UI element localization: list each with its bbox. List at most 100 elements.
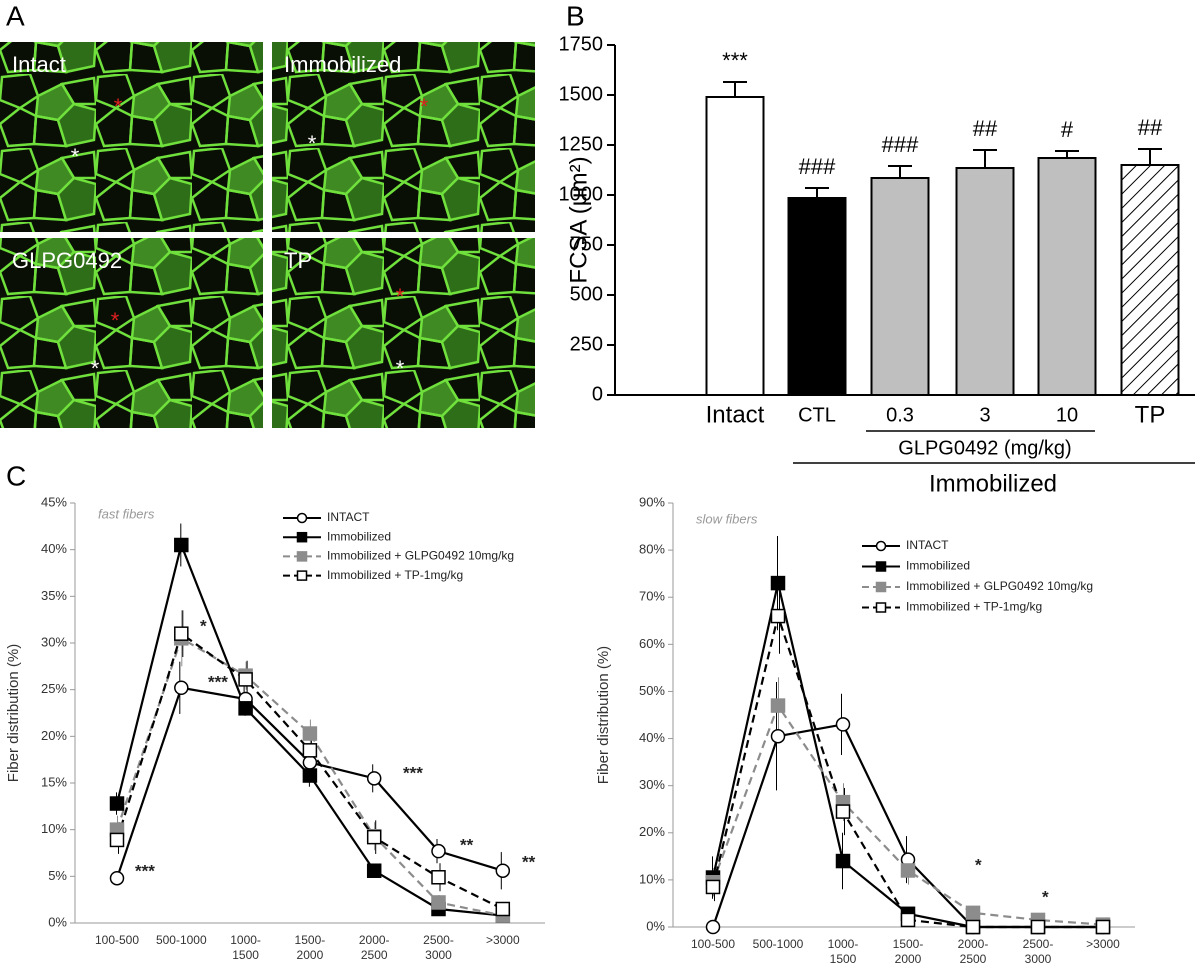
marker <box>705 879 721 895</box>
micrograph-mark: * <box>308 131 317 156</box>
marker <box>109 796 125 811</box>
y-axis-label: Fiber distribution (%) <box>5 644 22 782</box>
y-tick-label: 25% <box>41 681 67 696</box>
y-tick-label: 1000 <box>559 183 604 205</box>
y-tick-label: 15% <box>41 774 67 789</box>
y-tick-label: 20% <box>639 824 665 839</box>
y-tick-label: 750 <box>570 233 603 255</box>
marker <box>109 832 125 848</box>
legend-label: Immobilized <box>906 559 970 573</box>
marker <box>431 870 446 885</box>
y-tick-label: 30% <box>639 777 665 792</box>
x-tick-label: 100-500 <box>691 937 735 951</box>
x-tick-label: 1500-2000 <box>295 933 326 962</box>
legend-marker <box>296 531 308 543</box>
micrograph-mark: * <box>114 94 123 119</box>
x-tick-label: Intact <box>706 401 765 428</box>
x-tick-label: 500-1000 <box>753 937 804 951</box>
bar-annotation: # <box>1061 117 1074 142</box>
legend-marker <box>875 561 887 572</box>
y-tick-label: 0 <box>592 383 603 405</box>
x-tick-label: 500-1000 <box>156 933 207 947</box>
x-tick-label: 2000-2500 <box>359 933 390 962</box>
marker <box>495 863 511 878</box>
legend-marker <box>875 581 887 593</box>
panel-letter: C <box>6 460 26 491</box>
bar-annotation: ## <box>1138 115 1163 140</box>
group-label: GLPG0492 (mg/kg) <box>898 437 1071 459</box>
x-tick-label: 1000-1500 <box>828 937 859 965</box>
significance-label: *** <box>208 672 228 691</box>
marker <box>174 626 189 641</box>
x-tick-label: TP <box>1135 401 1166 428</box>
x-tick-label: 1000-1500 <box>230 933 261 962</box>
marker <box>900 912 916 928</box>
bar-annotation: ### <box>799 154 836 179</box>
y-tick-label: 1750 <box>559 33 604 55</box>
marker <box>770 575 786 591</box>
marker <box>965 905 981 921</box>
y-tick-label: 10% <box>639 871 665 886</box>
marker <box>238 701 253 716</box>
legend-label: Immobilized + TP-1mg/kg <box>906 600 1042 614</box>
chart-subtitle: fast fibers <box>98 506 155 521</box>
x-tick-label: 0.3 <box>886 404 914 426</box>
y-tick-label: 500 <box>570 283 603 305</box>
y-tick-label: 250 <box>570 333 603 355</box>
bar <box>1037 157 1097 396</box>
significance-label: ** <box>460 835 474 854</box>
y-tick-label: 50% <box>639 683 665 698</box>
y-tick-label: 80% <box>639 542 665 557</box>
marker <box>900 863 916 878</box>
x-tick-label: 2500-3000 <box>423 933 454 962</box>
legend-label: Immobilized + GLPG0492 10mg/kg <box>906 579 1093 593</box>
significance-label: * <box>200 616 207 635</box>
marker <box>366 771 382 786</box>
marker <box>705 919 721 935</box>
legend-marker <box>296 551 308 562</box>
y-axis-label: Fiber distribution (%) <box>595 646 612 784</box>
marker <box>770 728 786 744</box>
y-tick-label: 1500 <box>559 83 604 105</box>
significance-label: *** <box>135 861 155 880</box>
micrograph-mark: * <box>396 284 405 309</box>
legend-label: INTACT <box>906 538 949 552</box>
y-tick-label: 20% <box>41 728 67 743</box>
marker <box>302 726 318 741</box>
y-axis-label: FCSA (μm²) <box>565 156 592 283</box>
y-tick-label: 70% <box>639 589 665 604</box>
y-tick-label: 60% <box>639 636 665 651</box>
bar-annotation: *** <box>722 48 748 73</box>
significance-label: ** <box>522 852 536 871</box>
marker <box>1030 919 1046 935</box>
micrograph-label: GLPG0492 <box>12 248 122 273</box>
marker <box>302 755 318 770</box>
micrograph <box>0 42 263 232</box>
bar-annotation: ## <box>973 116 998 141</box>
x-tick-label: 3 <box>979 404 990 426</box>
marker <box>366 829 382 845</box>
bar-annotation: ### <box>882 132 919 157</box>
micrograph-mark: * <box>91 356 100 381</box>
y-tick-label: 90% <box>639 494 665 509</box>
micrograph <box>272 238 535 428</box>
legend-label: Immobilized + GLPG0492 10mg/kg <box>327 549 514 563</box>
x-tick-label: CTL <box>798 404 836 426</box>
panel-letter: A <box>6 0 25 31</box>
marker <box>302 743 318 758</box>
legend-marker <box>296 570 308 581</box>
marker <box>965 919 981 935</box>
x-tick-label: 100-500 <box>95 933 139 947</box>
micrograph-mark: * <box>420 94 429 119</box>
x-tick-label: 10 <box>1056 404 1078 426</box>
significance-label: * <box>1042 887 1049 906</box>
marker <box>835 717 851 732</box>
significance-label: * <box>975 855 982 874</box>
marker <box>431 895 446 910</box>
y-tick-label: 1250 <box>559 133 604 155</box>
bar <box>870 177 930 396</box>
marker <box>238 672 253 687</box>
x-tick-label: >3000 <box>1086 937 1120 951</box>
